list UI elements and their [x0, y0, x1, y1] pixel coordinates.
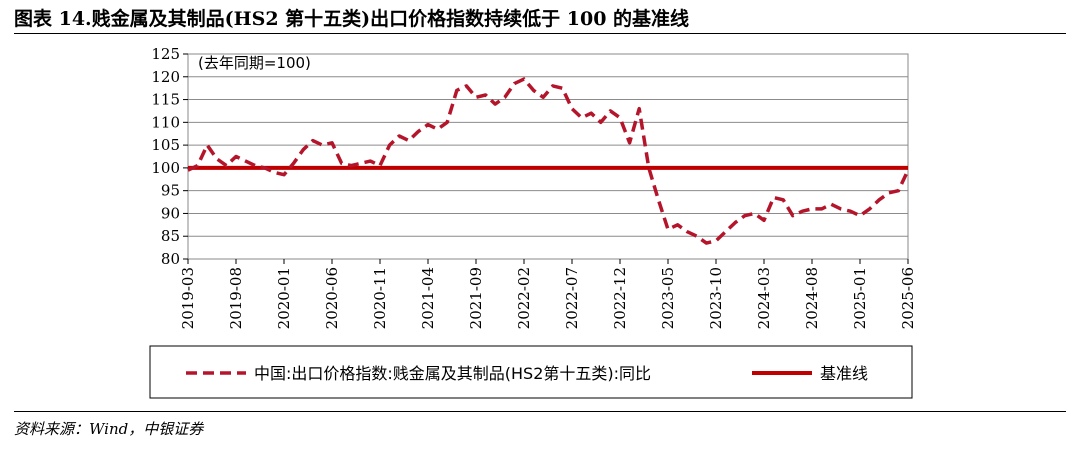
y-tick-label: 90	[161, 204, 180, 222]
y-axis: 80 85 90 95 100 105 110 115 120 125	[151, 45, 188, 268]
x-axis: 2019-03 2019-08 2020-01 2020-06 2020-11 2021-…	[179, 259, 917, 329]
x-tick-label: 2021-04	[419, 267, 437, 329]
x-tick-label: 2022-07	[563, 267, 581, 329]
figure-title: 图表 14.贱金属及其制品(HS2 第十五类)出口价格指数持续低于 100 的基…	[14, 8, 690, 30]
y-tick-label: 110	[151, 113, 180, 131]
x-tick-label: 2024-03	[755, 267, 773, 329]
chart-annotation: (去年同期=100)	[198, 54, 311, 72]
x-tick-label: 2020-06	[323, 267, 341, 329]
x-tick-label: 2023-10	[707, 267, 725, 329]
y-tick-label: 100	[151, 159, 180, 177]
source-note: 资料来源：Wind，中银证券	[14, 420, 204, 438]
x-tick-label: 2024-08	[803, 267, 821, 329]
legend-label-export-price-index: 中国:出口价格指数:贱金属及其制品(HS2第十五类):同比	[254, 364, 651, 383]
legend: 中国:出口价格指数:贱金属及其制品(HS2第十五类):同比 基准线	[186, 364, 868, 383]
legend-box	[149, 345, 913, 399]
x-tick-label: 2023-05	[659, 267, 677, 329]
x-tick-label: 2020-01	[275, 267, 293, 329]
y-tick-label: 125	[151, 45, 180, 63]
y-tick-label: 80	[161, 250, 180, 268]
top-rule	[14, 33, 1066, 34]
x-tick-label: 2021-09	[467, 267, 485, 329]
x-tick-label: 2022-02	[515, 267, 533, 329]
bottom-rule	[14, 411, 1066, 412]
x-tick-label: 2025-06	[899, 267, 917, 329]
x-tick-label: 2022-12	[611, 267, 629, 329]
y-tick-label: 105	[151, 136, 180, 154]
x-tick-label: 2019-08	[227, 267, 245, 329]
series-lines	[187, 77, 910, 245]
export-price-index-series-line	[187, 77, 910, 245]
y-tick-label: 120	[151, 68, 180, 86]
plot-frame	[187, 53, 909, 260]
y-tick-label: 85	[161, 227, 180, 245]
y-tick-label: 95	[161, 182, 180, 200]
x-tick-label: 2020-11	[371, 267, 389, 329]
x-tick-label: 2025-01	[851, 267, 869, 329]
y-tick-label: 115	[151, 91, 180, 109]
x-tick-label: 2019-03	[179, 267, 197, 329]
legend-label-baseline: 基准线	[820, 364, 868, 383]
